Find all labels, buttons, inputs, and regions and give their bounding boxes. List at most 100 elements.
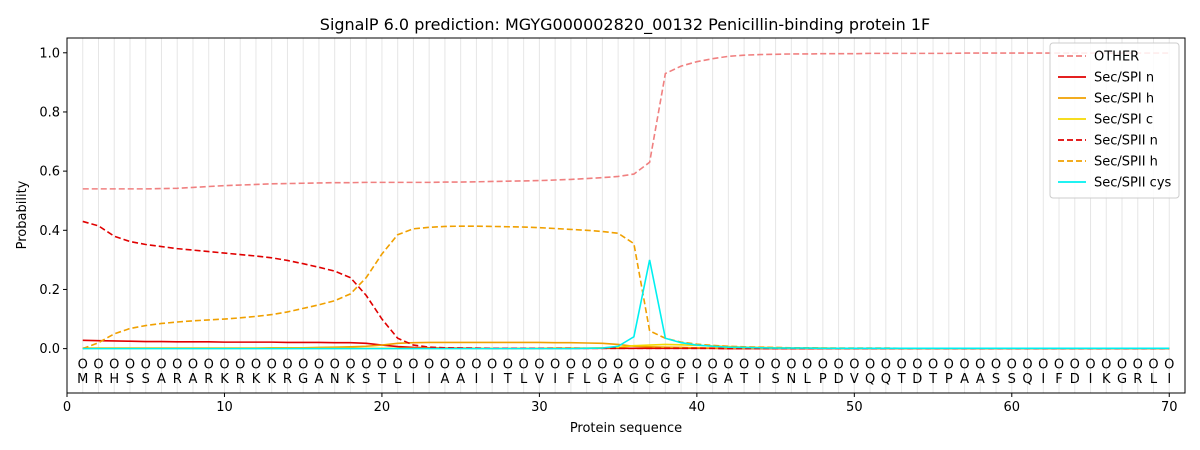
sequence-letter: P bbox=[819, 372, 827, 387]
region-marker: O bbox=[881, 357, 891, 372]
sequence-letter: S bbox=[362, 372, 370, 387]
region-marker: O bbox=[755, 357, 765, 372]
region-marker: O bbox=[534, 357, 544, 372]
sequence-letter: A bbox=[189, 372, 198, 387]
region-marker: O bbox=[582, 357, 592, 372]
sequence-letter: L bbox=[394, 372, 402, 387]
sequence-letter: G bbox=[708, 372, 718, 387]
region-marker: O bbox=[1054, 357, 1064, 372]
region-marker: O bbox=[125, 357, 135, 372]
y-tick-label: 0.4 bbox=[39, 224, 60, 239]
region-marker: O bbox=[361, 357, 371, 372]
sequence-letter: M bbox=[77, 372, 88, 387]
sequence-letter: R bbox=[236, 372, 245, 387]
sequence-letter: I bbox=[427, 372, 431, 387]
sequence-letter: G bbox=[660, 372, 670, 387]
sequence-letter: L bbox=[1150, 372, 1158, 387]
region-marker: O bbox=[1133, 357, 1143, 372]
region-marker: O bbox=[204, 357, 214, 372]
region-marker: O bbox=[424, 357, 434, 372]
region-marker: O bbox=[613, 357, 623, 372]
region-marker: O bbox=[802, 357, 812, 372]
sequence-letter: N bbox=[330, 372, 340, 387]
region-marker: O bbox=[298, 357, 308, 372]
sequence-letter: I bbox=[1041, 372, 1045, 387]
legend-entry: Sec/SPII n bbox=[1094, 134, 1158, 149]
sequence-letter: S bbox=[771, 372, 779, 387]
sequence-letter: R bbox=[94, 372, 103, 387]
sequence-letter: I bbox=[474, 372, 478, 387]
sequence-letter: G bbox=[597, 372, 607, 387]
sequence-letter: S bbox=[1008, 372, 1016, 387]
region-marker: O bbox=[1101, 357, 1111, 372]
y-tick-label: 0.8 bbox=[39, 105, 60, 120]
legend-entry: OTHER bbox=[1094, 50, 1139, 65]
sequence-letter: R bbox=[204, 372, 213, 387]
region-marker: O bbox=[141, 357, 151, 372]
plot-frame bbox=[66, 37, 1186, 394]
sequence-letter: K bbox=[267, 372, 276, 387]
y-tick-label: 0.2 bbox=[39, 283, 60, 298]
legend-entry: Sec/SPI n bbox=[1094, 71, 1154, 86]
x-tick-label: 10 bbox=[216, 400, 233, 415]
sequence-letter: A bbox=[724, 372, 733, 387]
region-marker: O bbox=[330, 357, 340, 372]
region-marker: O bbox=[1164, 357, 1174, 372]
region-marker: O bbox=[1038, 357, 1048, 372]
sequence-letter: F bbox=[677, 372, 684, 387]
region-marker: O bbox=[645, 357, 655, 372]
series-line-6 bbox=[82, 259, 1170, 350]
region-marker: O bbox=[597, 357, 607, 372]
region-marker: O bbox=[723, 357, 733, 372]
region-marker: O bbox=[833, 357, 843, 372]
sequence-letter: T bbox=[377, 372, 386, 387]
region-marker: O bbox=[849, 357, 859, 372]
x-tick-label: 20 bbox=[374, 400, 391, 415]
region-marker: O bbox=[267, 357, 277, 372]
y-tick-label: 0.0 bbox=[39, 342, 60, 357]
region-marker: O bbox=[629, 357, 639, 372]
region-marker: O bbox=[109, 357, 119, 372]
sequence-letter: K bbox=[220, 372, 229, 387]
region-marker: O bbox=[408, 357, 418, 372]
y-tick-label: 1.0 bbox=[39, 46, 60, 61]
region-marker: O bbox=[975, 357, 985, 372]
legend-box bbox=[1049, 42, 1180, 199]
sequence-letter: I bbox=[758, 372, 762, 387]
region-marker: O bbox=[282, 357, 292, 372]
region-marker: O bbox=[393, 357, 403, 372]
region-marker: O bbox=[1117, 357, 1127, 372]
region-marker: O bbox=[78, 357, 88, 372]
sequence-letter: A bbox=[157, 372, 166, 387]
y-tick-label: 0.6 bbox=[39, 165, 60, 180]
legend-entry: Sec/SPII cys bbox=[1094, 176, 1172, 191]
chart-title: SignalP 6.0 prediction: MGYG000002820_00… bbox=[320, 15, 930, 35]
region-marker: O bbox=[345, 357, 355, 372]
region-marker: O bbox=[1085, 357, 1095, 372]
sequence-letter: I bbox=[1089, 372, 1093, 387]
sequence-letter: L bbox=[520, 372, 528, 387]
region-marker: O bbox=[896, 357, 906, 372]
region-marker: O bbox=[219, 357, 229, 372]
region-marker: O bbox=[1007, 357, 1017, 372]
region-marker: O bbox=[503, 357, 513, 372]
region-marker: O bbox=[377, 357, 387, 372]
region-marker: O bbox=[912, 357, 922, 372]
region-marker: O bbox=[770, 357, 780, 372]
region-marker: O bbox=[660, 357, 670, 372]
sequence-letter: D bbox=[912, 372, 922, 387]
sequence-letter: P bbox=[945, 372, 953, 387]
region-marker: O bbox=[1148, 357, 1158, 372]
sequence-letter: R bbox=[173, 372, 182, 387]
sequence-letter: A bbox=[960, 372, 969, 387]
sequence-letter: H bbox=[109, 372, 119, 387]
region-marker: O bbox=[1070, 357, 1080, 372]
sequence-letter: G bbox=[629, 372, 639, 387]
legend: OTHER Sec/SPI n Sec/SPI h Sec/SPI c Sec/SPII… bbox=[1049, 42, 1180, 199]
sequence-letter: G bbox=[298, 372, 308, 387]
region-marker: O bbox=[188, 357, 198, 372]
region-marker: O bbox=[991, 357, 1001, 372]
region-marker: O bbox=[944, 357, 954, 372]
x-axis-label: Protein sequence bbox=[570, 421, 682, 436]
region-marker: O bbox=[566, 357, 576, 372]
